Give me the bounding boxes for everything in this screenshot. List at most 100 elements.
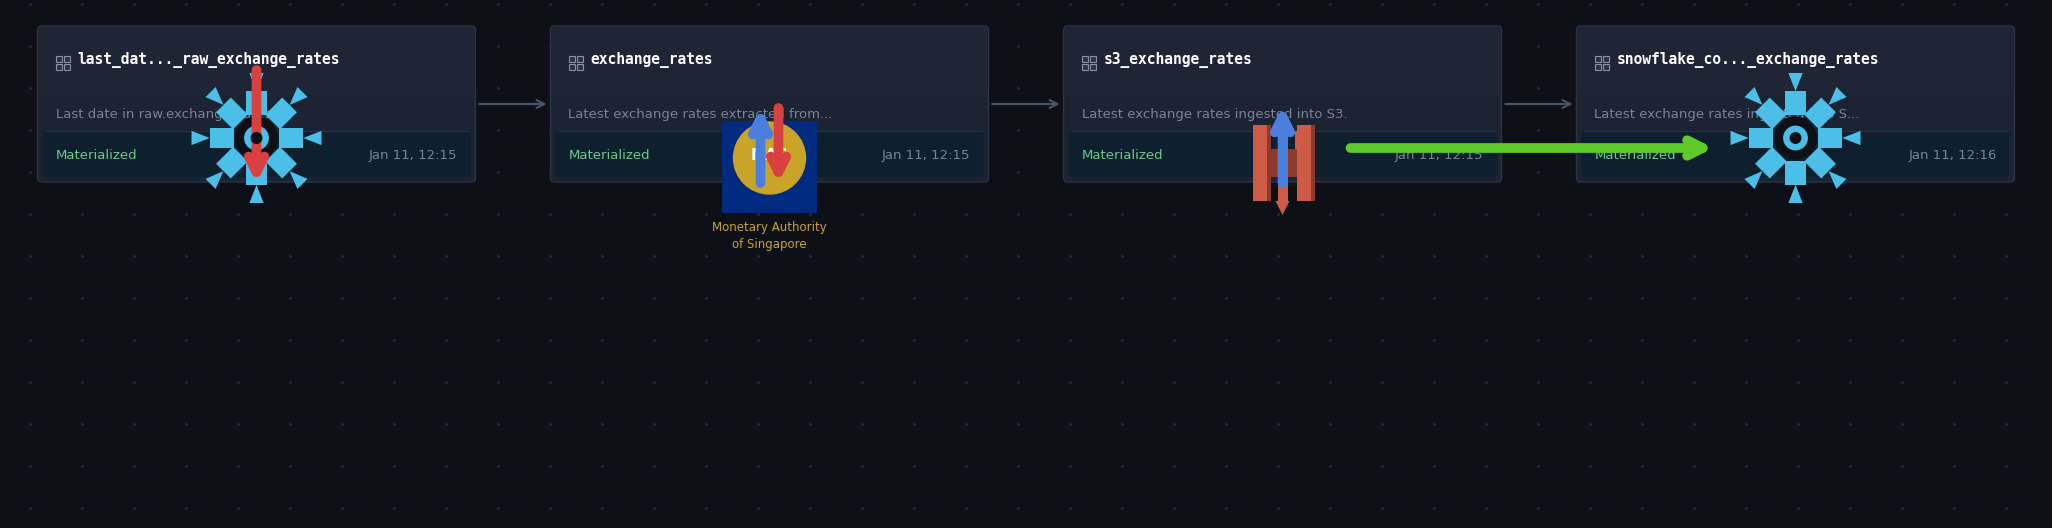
FancyBboxPatch shape <box>39 27 474 95</box>
FancyBboxPatch shape <box>556 131 983 177</box>
Polygon shape <box>1744 87 1763 105</box>
Text: Materialized: Materialized <box>568 149 650 162</box>
Polygon shape <box>205 87 224 105</box>
Bar <box>64 64 70 70</box>
Text: s3_exchange_rates: s3_exchange_rates <box>1104 52 1252 68</box>
Bar <box>41 67 472 92</box>
Text: snowflake_co..._exchange_rates: snowflake_co..._exchange_rates <box>1617 52 1880 68</box>
Polygon shape <box>1828 87 1847 105</box>
Bar <box>1090 56 1096 62</box>
Polygon shape <box>1276 201 1289 215</box>
Polygon shape <box>1754 147 1787 178</box>
Text: Materialized: Materialized <box>1081 149 1163 162</box>
Bar <box>55 56 62 62</box>
Polygon shape <box>215 147 248 178</box>
Bar <box>1580 67 2011 92</box>
Circle shape <box>236 117 277 159</box>
FancyBboxPatch shape <box>1069 131 1496 177</box>
Circle shape <box>244 126 269 150</box>
Polygon shape <box>246 161 267 185</box>
Bar <box>577 56 583 62</box>
Polygon shape <box>1843 131 1861 145</box>
Bar <box>55 64 62 70</box>
Bar <box>554 67 985 92</box>
Bar <box>1295 131 1305 151</box>
Text: Last date in raw.exchange_rates.: Last date in raw.exchange_rates. <box>55 108 275 121</box>
FancyBboxPatch shape <box>1578 27 2013 95</box>
Circle shape <box>250 133 263 143</box>
Bar <box>1260 131 1270 151</box>
Text: Materialized: Materialized <box>55 149 137 162</box>
Bar <box>1594 56 1601 62</box>
Bar <box>577 64 583 70</box>
Bar <box>1603 64 1609 70</box>
Bar <box>568 64 575 70</box>
Polygon shape <box>289 171 308 189</box>
FancyBboxPatch shape <box>1582 131 2009 177</box>
Polygon shape <box>1730 131 1748 145</box>
Circle shape <box>1783 126 1808 150</box>
Bar <box>1266 125 1270 201</box>
Polygon shape <box>1804 98 1837 129</box>
Text: Jan 11, 12:15: Jan 11, 12:15 <box>882 149 971 162</box>
Circle shape <box>1789 133 1802 143</box>
Polygon shape <box>1748 128 1773 148</box>
Polygon shape <box>1276 111 1289 125</box>
Polygon shape <box>1789 185 1802 203</box>
Polygon shape <box>209 128 234 148</box>
Polygon shape <box>1744 171 1763 189</box>
FancyBboxPatch shape <box>1065 27 1500 95</box>
Bar <box>722 121 817 213</box>
Polygon shape <box>304 131 322 145</box>
Text: Materialized: Materialized <box>1594 149 1676 162</box>
Bar <box>1278 121 1287 205</box>
Polygon shape <box>289 87 308 105</box>
Polygon shape <box>215 98 248 129</box>
Text: Jan 11, 12:15: Jan 11, 12:15 <box>1395 149 1484 162</box>
FancyBboxPatch shape <box>550 26 989 182</box>
Polygon shape <box>191 131 209 145</box>
Polygon shape <box>205 171 224 189</box>
FancyBboxPatch shape <box>43 131 470 177</box>
Circle shape <box>1775 117 1816 159</box>
Text: MAS: MAS <box>751 148 788 164</box>
Polygon shape <box>279 128 304 148</box>
Polygon shape <box>1804 147 1837 178</box>
FancyBboxPatch shape <box>552 27 987 95</box>
Text: Latest exchange rates ingested into S...: Latest exchange rates ingested into S... <box>1594 108 1859 121</box>
Bar <box>1297 125 1313 201</box>
Text: Latest exchange rates extracted from...: Latest exchange rates extracted from... <box>568 108 833 121</box>
Polygon shape <box>250 73 263 91</box>
Text: Jan 11, 12:16: Jan 11, 12:16 <box>1908 149 1997 162</box>
Polygon shape <box>1828 171 1847 189</box>
Polygon shape <box>1785 161 1806 185</box>
Text: Monetary Authority
of Singapore: Monetary Authority of Singapore <box>712 221 827 251</box>
FancyBboxPatch shape <box>1576 26 2015 182</box>
Polygon shape <box>265 147 298 178</box>
Bar <box>1603 56 1609 62</box>
Bar <box>64 56 70 62</box>
Text: exchange_rates: exchange_rates <box>591 52 712 68</box>
Text: last_dat..._raw_exchange_rates: last_dat..._raw_exchange_rates <box>78 52 341 68</box>
Polygon shape <box>265 98 298 129</box>
Bar <box>1081 56 1088 62</box>
Bar <box>1268 149 1297 177</box>
Bar <box>568 56 575 62</box>
Bar <box>1090 64 1096 70</box>
Polygon shape <box>1818 128 1843 148</box>
FancyBboxPatch shape <box>37 26 476 182</box>
Bar <box>1311 125 1315 201</box>
Text: Jan 11, 12:15: Jan 11, 12:15 <box>369 149 458 162</box>
Polygon shape <box>1789 73 1802 91</box>
Polygon shape <box>250 185 263 203</box>
Text: Latest exchange rates ingested into S3.: Latest exchange rates ingested into S3. <box>1081 108 1346 121</box>
FancyBboxPatch shape <box>1063 26 1502 182</box>
Polygon shape <box>246 91 267 115</box>
Bar <box>1067 67 1498 92</box>
Bar <box>1594 64 1601 70</box>
Bar <box>1081 64 1088 70</box>
Bar <box>1252 125 1268 201</box>
Polygon shape <box>1785 91 1806 115</box>
Polygon shape <box>1754 98 1787 129</box>
Circle shape <box>733 122 806 194</box>
